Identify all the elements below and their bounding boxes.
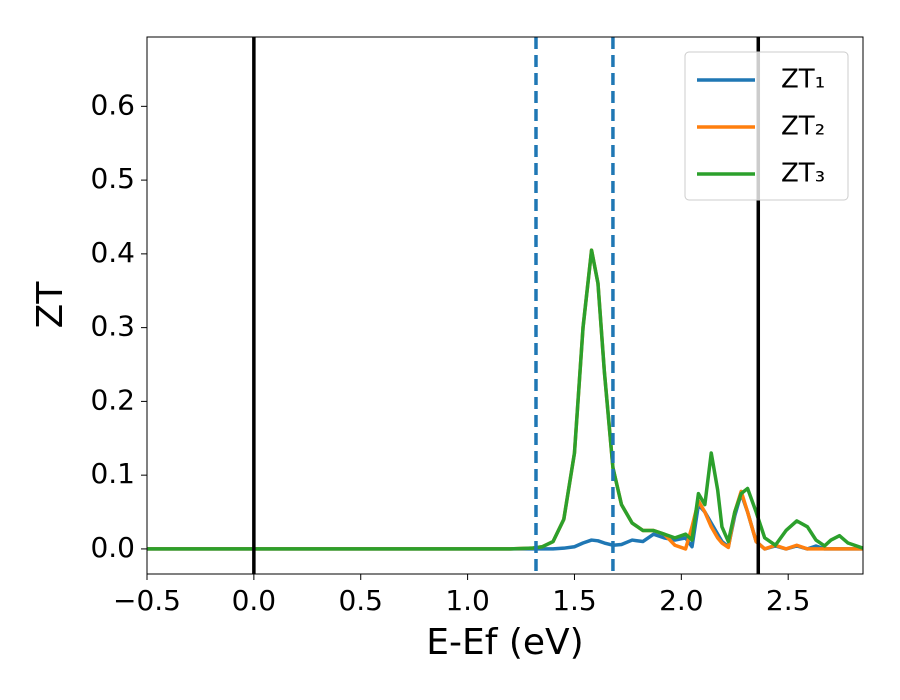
- legend-label: ZT₃: [781, 159, 825, 189]
- legend-label: ZT₁: [781, 65, 825, 95]
- y-tick-label: 0.4: [90, 236, 135, 269]
- x-tick-label: −0.5: [113, 584, 181, 617]
- plot-frame: [146, 36, 864, 575]
- x-axis-label: E-Ef (eV): [426, 622, 583, 663]
- x-tick-label: 1.5: [552, 584, 597, 617]
- x-tick-label: 0.0: [232, 584, 277, 617]
- y-tick-label: 0.3: [90, 310, 135, 343]
- x-tick-label: 2.5: [766, 584, 811, 617]
- x-tick-label: 2.0: [659, 584, 704, 617]
- legend-label: ZT₂: [781, 112, 825, 142]
- y-tick-label: 0.6: [90, 88, 135, 121]
- y-tick-label: 0.0: [90, 531, 135, 564]
- legend-box: [684, 51, 849, 201]
- y-tick-label: 0.2: [90, 383, 135, 416]
- series-line: [147, 248, 864, 551]
- y-tick-label: 0.1: [90, 457, 135, 490]
- x-tick-label: 0.5: [338, 584, 383, 617]
- y-tick-label: 0.5: [90, 162, 135, 195]
- x-tick-label: 1.0: [445, 584, 490, 617]
- y-axis-label: ZT: [30, 281, 71, 329]
